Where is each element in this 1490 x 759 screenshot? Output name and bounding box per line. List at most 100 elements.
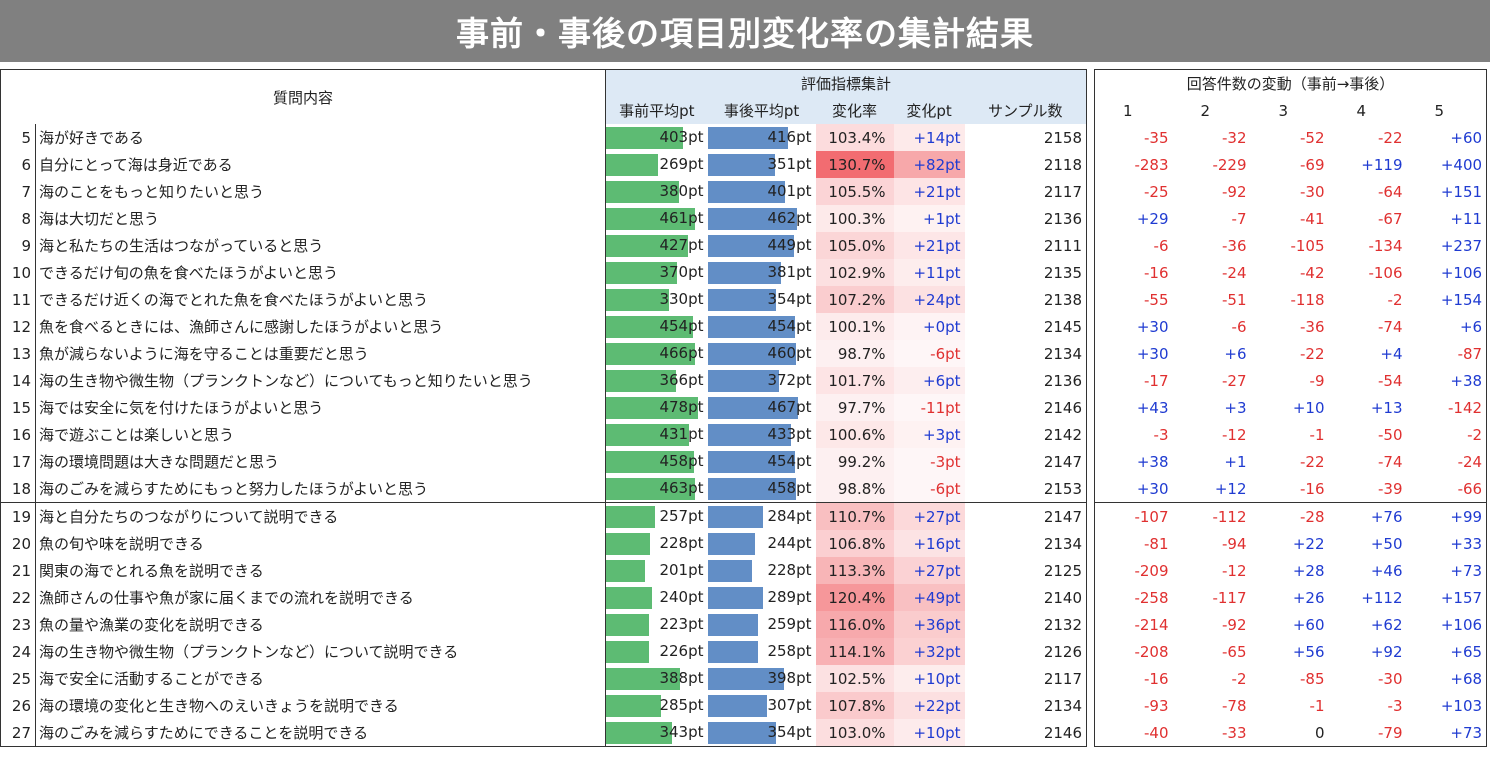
pre-bar [606, 370, 677, 392]
table-row: 24 海の生き物や微生物（プランクトンなど）について説明できる 226pt 258pt… [0, 638, 1087, 665]
post-bar [707, 614, 758, 636]
rate-cell: 100.3% [815, 205, 894, 232]
pre-avg-cell: 461pt [605, 205, 708, 232]
sample-cell: 2158 [1043, 128, 1083, 147]
answer-change-cell: -42 [1300, 263, 1325, 282]
answer-change-cell: -24 [1457, 452, 1483, 471]
avg-value: 366pt [659, 371, 704, 389]
table-row: 12 魚を食べるときには、漁師さんに感謝したほうがよいと思う 454pt 454pt 1… [0, 313, 1087, 340]
row-number: 21 [0, 557, 36, 584]
answer-change-cell: -39 [1378, 479, 1403, 498]
answer-change-cell: +237 [1440, 236, 1483, 255]
avg-value: 416pt [767, 128, 812, 146]
post-bar [707, 235, 794, 257]
table-row: 26 海の環境の変化と生き物へのえいきょうを説明できる 285pt 307pt 107.… [0, 692, 1087, 719]
answer-change-cell: -118 [1290, 290, 1325, 309]
change-cell: -11pt [893, 394, 965, 421]
change-cell: +22pt [893, 692, 965, 719]
row-number: 26 [0, 692, 36, 719]
pre-avg-header: 事前平均pt [605, 97, 708, 124]
answer-change-cell: +29 [1136, 209, 1169, 228]
post-bar [707, 695, 767, 717]
sample-cell: 2125 [1043, 561, 1083, 580]
table-row: 6 自分にとって海は身近である 269pt 351pt 130.7% +82pt 2118 [0, 151, 1087, 178]
post-avg-cell: 259pt [707, 611, 816, 638]
table-row: 27 海のごみを減らすためにできることを説明できる 343pt 354pt 103.0%… [0, 719, 1087, 747]
avg-value: 284pt [767, 507, 812, 525]
answer-change-cell: -69 [1300, 155, 1325, 174]
post-bar [707, 668, 784, 690]
avg-value: 467pt [767, 398, 812, 416]
pre-avg-cell: 330pt [605, 286, 708, 313]
avg-value: 285pt [659, 696, 704, 714]
answer-change-cell: -16 [1144, 669, 1169, 688]
rate-cell: 113.3% [815, 557, 894, 584]
post-avg-cell: 354pt [707, 286, 816, 313]
rate-cell: 97.7% [815, 394, 894, 421]
rate-cell: 98.7% [815, 340, 894, 367]
answer-change-cell: -22 [1300, 452, 1325, 471]
pre-bar [606, 154, 659, 176]
avg-value: 454pt [659, 317, 704, 335]
answer-col-header: 3 [1278, 101, 1289, 120]
answer-change-cell: -25 [1144, 182, 1169, 201]
answer-change-cell: -54 [1378, 371, 1403, 390]
answer-change-cell: +38 [1136, 452, 1169, 471]
answer-change-cell: +154 [1440, 290, 1483, 309]
avg-value: 431pt [659, 425, 704, 443]
pre-avg-cell: 201pt [605, 557, 708, 584]
answer-change-cell: +60 [1292, 615, 1325, 634]
answer-change-cell: -41 [1300, 209, 1325, 228]
pre-avg-cell: 454pt [605, 313, 708, 340]
avg-value: 354pt [767, 290, 812, 308]
question-text: 海の生き物や微生物（プランクトンなど）についてもっと知りたいと思う [39, 372, 533, 390]
sample-cell: 2147 [964, 502, 1087, 530]
sample-cell: 2140 [1043, 588, 1083, 607]
answer-change-cell: -258 [1134, 588, 1169, 607]
rate-cell: 102.9% [815, 259, 894, 286]
answer-change-cell: -1 [1309, 425, 1325, 444]
answer-change-cell: -107 [1094, 502, 1173, 530]
table-row: -40 -33 0 -79 +73 [1095, 719, 1487, 747]
sample-cell: 2132 [1043, 615, 1083, 634]
table-row: 5 海が好きである 403pt 416pt 103.4% +14pt 2158 [0, 124, 1087, 151]
evaluation-table: 質問内容 評価指標集計 事前平均pt 事後平均pt 変化率 変化pt サンプル数… [0, 69, 1088, 747]
answer-change-cell: +65 [1450, 642, 1483, 661]
table-row: 21 関東の海でとれる魚を説明できる 201pt 228pt 113.3% +27pt 21… [0, 557, 1087, 584]
answer-change-cell: -24 [1222, 263, 1247, 282]
avg-value: 458pt [659, 452, 704, 470]
post-avg-cell: 454pt [707, 448, 816, 475]
rate-cell: 99.2% [815, 448, 894, 475]
post-avg-cell: 433pt [707, 421, 816, 448]
answer-change-cell: +3 [1224, 398, 1247, 417]
avg-value: 401pt [767, 182, 812, 200]
row-number: 15 [0, 394, 36, 421]
sample-cell: 2147 [1043, 452, 1083, 471]
table-row: 18 海のごみを減らすためにもっと努力したほうがよいと思う 463pt 458pt 98… [0, 475, 1087, 503]
post-avg-cell: 454pt [707, 313, 816, 340]
post-bar [707, 208, 797, 230]
table-row: 22 漁師さんの仕事や魚が家に届くまでの流れを説明できる 240pt 289pt 120… [0, 584, 1087, 611]
answer-change-cell: +1 [1224, 452, 1247, 471]
table-row: 14 海の生き物や微生物（プランクトンなど）についてもっと知りたいと思う 366pt… [0, 367, 1087, 394]
answer-change-cell: +60 [1450, 128, 1483, 147]
avg-value: 466pt [659, 344, 704, 362]
question-text: 海の生き物や微生物（プランクトンなど）について説明できる [39, 643, 459, 661]
answer-change-cell: -93 [1144, 696, 1169, 715]
question-text: 海の環境の変化と生き物へのえいきょうを説明できる [39, 697, 399, 715]
pre-avg-cell: 269pt [605, 151, 708, 178]
change-cell: +82pt [893, 151, 965, 178]
pre-bar [606, 587, 653, 609]
question-text: 海のごみを減らすためにもっと努力したほうがよいと思う [39, 480, 428, 498]
question-text: 魚の量や漁業の変化を説明できる [39, 616, 264, 634]
answer-change-cell: -105 [1290, 236, 1325, 255]
row-number: 14 [0, 367, 36, 394]
avg-value: 226pt [659, 642, 704, 660]
sample-cell: 2142 [1043, 425, 1083, 444]
table-row: -17 -27 -9 -54 +38 [1095, 367, 1487, 394]
pre-bar [606, 208, 696, 230]
pre-bar [606, 343, 696, 365]
post-bar [707, 478, 796, 500]
pre-bar [606, 695, 662, 717]
avg-value: 381pt [767, 263, 812, 281]
